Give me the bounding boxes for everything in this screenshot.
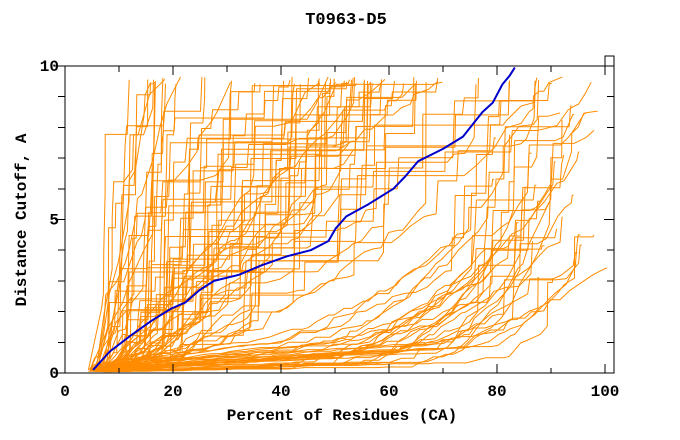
model-curve <box>89 76 181 370</box>
model-curve <box>104 81 156 372</box>
model-curve <box>102 77 206 372</box>
model-curve <box>97 79 154 370</box>
model-curve <box>96 267 608 370</box>
model-curve <box>89 84 537 370</box>
model-curve <box>94 82 373 371</box>
plot-border-notch <box>604 55 615 66</box>
y-tick-label: 0 <box>49 365 59 383</box>
model-curve <box>97 84 261 369</box>
model-curve <box>93 76 203 370</box>
model-curve <box>100 83 295 371</box>
model-curve <box>91 78 335 370</box>
model-curve <box>96 105 572 371</box>
model-curve <box>98 194 574 370</box>
highlighted-curve <box>92 66 516 371</box>
model-curve <box>92 77 164 369</box>
model-curve <box>99 82 510 369</box>
x-tick-label: 40 <box>271 383 290 401</box>
model-curve <box>103 83 156 370</box>
axis-ticks <box>55 65 614 374</box>
model-curve <box>89 76 329 369</box>
model-curve <box>93 83 416 370</box>
model-curve <box>92 134 511 372</box>
model-curve <box>93 77 538 372</box>
x-tick-label: 60 <box>379 383 398 401</box>
y-tick-label: 10 <box>40 58 59 76</box>
highlighted-model-curve <box>92 66 516 371</box>
model-curve <box>89 77 439 371</box>
axis-tick-labels: 0 20 40 60 80 100 0 5 10 <box>40 58 620 401</box>
model-curve <box>101 84 477 371</box>
model-curve <box>99 81 365 371</box>
model-curve <box>95 78 166 370</box>
x-axis-label: Percent of Residues (CA) <box>227 407 457 425</box>
model-curve <box>103 79 382 371</box>
x-tick-label: 20 <box>163 383 182 401</box>
model-curve <box>97 78 320 369</box>
model-curve <box>91 78 332 369</box>
model-curve <box>95 278 554 372</box>
model-curve <box>91 80 536 371</box>
y-tick-label: 5 <box>49 212 59 230</box>
x-tick-label: 100 <box>591 383 620 401</box>
model-curve <box>100 79 365 369</box>
model-curve <box>104 234 595 373</box>
model-curve <box>97 137 497 371</box>
model-curve <box>91 151 580 372</box>
x-tick-label: 0 <box>60 383 70 401</box>
model-curve <box>97 79 350 369</box>
model-curve <box>89 84 301 370</box>
y-axis-label: Distance Cutoff, A <box>13 133 31 306</box>
model-curve <box>94 83 552 372</box>
model-curve <box>100 83 256 372</box>
model-curve <box>94 80 233 371</box>
model-curve <box>96 77 354 372</box>
x-tick-label: 80 <box>487 383 506 401</box>
model-curve <box>101 79 149 371</box>
model-curves <box>87 76 608 373</box>
model-curve <box>101 82 152 368</box>
plot-title: T0963-D5 <box>305 11 387 30</box>
model-curve <box>99 81 592 372</box>
model-curve <box>87 79 130 371</box>
